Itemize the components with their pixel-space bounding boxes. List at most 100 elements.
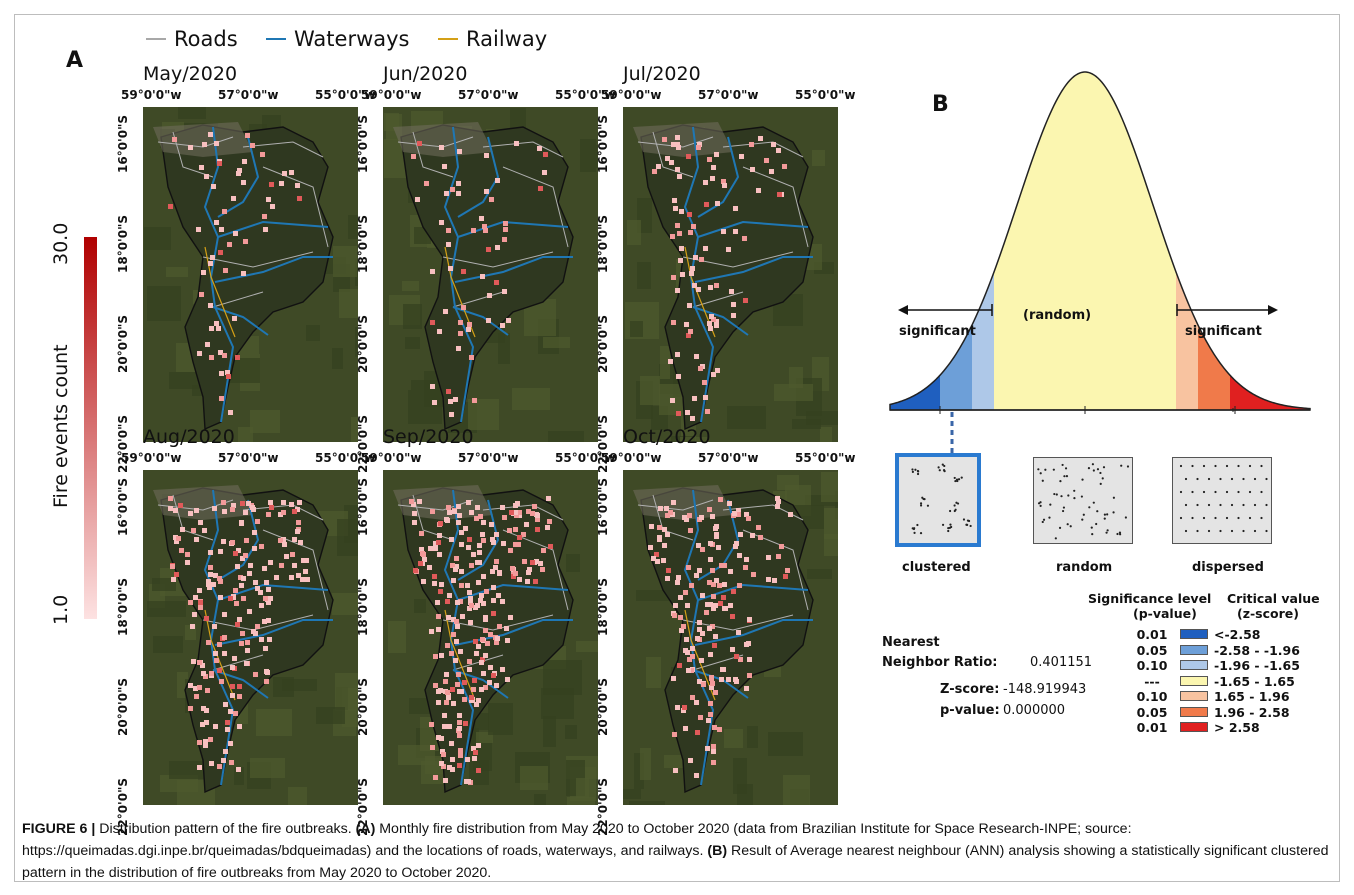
- latitude-tick-label: 20°0'0"S: [356, 678, 370, 736]
- latitude-tick-label: 16°0'0"S: [356, 115, 370, 173]
- map-title: Sep/2020: [383, 426, 474, 448]
- sig-color-swatch: [1180, 706, 1208, 717]
- latitude-tick-label: 16°0'0"S: [116, 115, 130, 173]
- sig-z-range: > 2.58: [1214, 720, 1260, 735]
- sig-z-range: <-2.58: [1214, 627, 1261, 642]
- legend-label: Waterways: [294, 27, 410, 51]
- sig-z-range: 1.96 - 2.58: [1214, 704, 1290, 720]
- latitude-tick-label: 18°0'0"S: [356, 578, 370, 636]
- pattern-label-random: random: [1056, 560, 1113, 575]
- ratio-value: 0.401151: [1030, 655, 1093, 670]
- latitude-tick-label: 20°0'0"S: [596, 678, 610, 736]
- latitude-tick-label: 20°0'0"S: [596, 315, 610, 373]
- sig-p-value: 0.05: [1136, 704, 1168, 720]
- legend-label: Roads: [174, 27, 238, 51]
- right-arrow-head: [1268, 305, 1278, 315]
- latitude-tick-label: 18°0'0"S: [356, 215, 370, 273]
- z-score-value: -148.919943: [1003, 682, 1087, 697]
- sig-color-swatch: [1180, 629, 1208, 639]
- legend-item-railway: Railway: [438, 27, 547, 51]
- map-title: Oct/2020: [623, 426, 711, 448]
- latitude-tick-label: 16°0'0"S: [596, 115, 610, 173]
- caption-b-text: Result of Average nearest neighbour (ANN…: [22, 843, 1329, 881]
- legend-item-roads: Roads: [146, 27, 238, 51]
- curve-band: [972, 72, 994, 410]
- random-pattern-box: [1033, 457, 1133, 544]
- z-score-label: Z-score:: [940, 682, 1000, 697]
- latitude-tick-label: 18°0'0"S: [596, 215, 610, 273]
- normal-distribution-curve: [889, 71, 1311, 456]
- longitude-tick-label: 55°0'0"w: [795, 451, 856, 465]
- longitude-tick-label: 55°0'0"w: [555, 451, 616, 465]
- map-title: Jul/2020: [623, 63, 701, 85]
- colorbar-min-label: 1.0: [50, 594, 72, 625]
- latitude-tick-label: 16°0'0"S: [116, 478, 130, 536]
- latitude-tick-label: 20°0'0"S: [116, 678, 130, 736]
- latitude-tick-label: 18°0'0"S: [116, 578, 130, 636]
- latitude-tick-label: 20°0'0"S: [116, 315, 130, 373]
- sig-color-swatch: [1180, 691, 1208, 701]
- longitude-tick-label: 55°0'0"w: [795, 88, 856, 102]
- sig-p-value: 0.10: [1136, 689, 1168, 704]
- caption-b-label: (B): [707, 843, 728, 859]
- sig-color-swatch: [1180, 660, 1208, 670]
- pattern-label-dispersed: dispersed: [1192, 560, 1264, 575]
- sig-header-z2: (z-score): [1237, 606, 1299, 621]
- latitude-tick-label: 16°0'0"S: [596, 478, 610, 536]
- longitude-tick-label: 59°0'0"w: [121, 451, 182, 465]
- clustered-points: [911, 463, 972, 535]
- sig-p-value: 0.01: [1136, 627, 1168, 642]
- longitude-tick-label: 57°0'0"w: [458, 451, 519, 465]
- ratio-label: Neighbor Ratio:: [882, 655, 998, 670]
- colorbar-axis-label: Fire events count: [50, 344, 72, 508]
- sig-color-swatch: [1180, 722, 1208, 732]
- sig-p-value: ---: [1144, 673, 1160, 689]
- sig-p-value: 0.10: [1136, 658, 1168, 673]
- fire-map: [623, 470, 838, 805]
- fire-map: [383, 470, 598, 805]
- sig-header-p: Significance level: [1088, 591, 1212, 606]
- longitude-tick-label: 57°0'0"w: [698, 451, 759, 465]
- clustered-pattern-box: [895, 453, 981, 547]
- longitude-tick-label: 57°0'0"w: [458, 88, 519, 102]
- caption-intro: Distribution pattern of the fire outbrea…: [95, 821, 356, 837]
- latitude-tick-label: 18°0'0"S: [116, 215, 130, 273]
- figure-caption: FIGURE 6 | Distribution pattern of the f…: [22, 818, 1332, 884]
- random-points: [1037, 463, 1130, 540]
- legend-line-swatch: [438, 38, 458, 40]
- fire-map: [623, 107, 838, 442]
- longitude-tick-label: 59°0'0"w: [601, 88, 662, 102]
- longitude-tick-label: 55°0'0"w: [315, 451, 376, 465]
- legend-label: Railway: [466, 27, 548, 51]
- caption-figure-label: FIGURE 6 |: [22, 821, 96, 837]
- curve-band: [890, 72, 940, 410]
- fire-map: [143, 107, 358, 442]
- sig-color-swatch: [1180, 644, 1208, 655]
- caption-a-text: Monthly fire distribution from May 2020 …: [22, 821, 1132, 859]
- longitude-tick-label: 59°0'0"w: [601, 451, 662, 465]
- map-title: May/2020: [143, 63, 238, 85]
- sig-header-z: Critical value: [1227, 591, 1320, 606]
- pattern-label-clustered: clustered: [902, 560, 971, 575]
- curve-outline: [889, 71, 1311, 411]
- left-significant-label: significant: [899, 324, 976, 339]
- colorbar: [84, 237, 97, 619]
- map-title: Jun/2020: [383, 63, 468, 85]
- nearest-label: Nearest: [882, 635, 940, 650]
- panel-b-letter: B: [932, 92, 949, 117]
- longitude-tick-label: 57°0'0"w: [698, 88, 759, 102]
- latitude-tick-label: 20°0'0"S: [356, 315, 370, 373]
- panel-a-letter: A: [66, 48, 84, 73]
- latitude-tick-label: 18°0'0"S: [596, 578, 610, 636]
- curve-band: [1198, 72, 1230, 410]
- longitude-tick-label: 55°0'0"w: [315, 88, 376, 102]
- longitude-tick-label: 57°0'0"w: [218, 88, 279, 102]
- sig-z-range: -2.58 - -1.96: [1214, 642, 1300, 658]
- longitude-tick-label: 59°0'0"w: [121, 88, 182, 102]
- sig-p-value: 0.05: [1136, 642, 1168, 658]
- sig-header-p2: (p-value): [1133, 606, 1197, 621]
- sig-z-range: -1.96 - -1.65: [1214, 658, 1300, 673]
- fire-map: [383, 107, 598, 442]
- map-title: Aug/2020: [143, 426, 235, 448]
- curve-band: [1176, 72, 1198, 410]
